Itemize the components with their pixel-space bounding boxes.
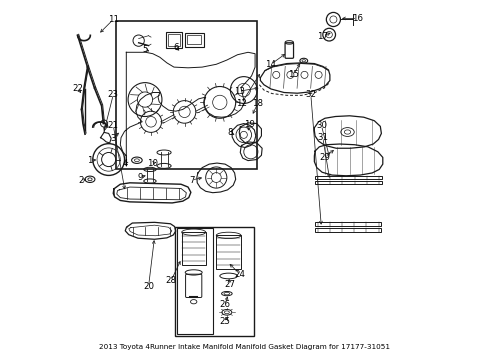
Text: 4: 4 xyxy=(122,158,128,167)
Text: 24: 24 xyxy=(234,270,245,279)
Text: 16: 16 xyxy=(351,14,362,23)
Text: 2013 Toyota 4Runner Intake Manifold Manifold Gasket Diagram for 17177-31051: 2013 Toyota 4Runner Intake Manifold Mani… xyxy=(99,343,389,350)
Text: 3: 3 xyxy=(110,134,116,143)
Text: 15: 15 xyxy=(287,70,298,79)
Text: 23: 23 xyxy=(107,90,119,99)
Text: 22: 22 xyxy=(72,85,83,94)
Text: 26: 26 xyxy=(219,300,230,309)
Text: 31: 31 xyxy=(317,133,327,142)
Text: 7: 7 xyxy=(188,176,194,185)
Text: 27: 27 xyxy=(224,280,235,289)
Text: 1: 1 xyxy=(87,156,93,165)
Text: 29: 29 xyxy=(319,153,330,162)
Text: 32: 32 xyxy=(305,90,316,99)
Text: 25: 25 xyxy=(219,317,230,326)
Text: 8: 8 xyxy=(226,128,232,137)
Text: 12: 12 xyxy=(236,99,246,108)
Text: 6: 6 xyxy=(173,43,178,52)
Text: 13: 13 xyxy=(234,87,244,96)
Text: 19: 19 xyxy=(244,120,255,129)
Text: 9: 9 xyxy=(138,173,143,182)
Text: 10: 10 xyxy=(147,158,158,167)
Text: 14: 14 xyxy=(265,60,276,69)
Text: 18: 18 xyxy=(252,99,263,108)
Text: 5: 5 xyxy=(142,45,147,54)
Text: 2: 2 xyxy=(79,176,84,185)
Text: 20: 20 xyxy=(143,282,154,291)
Text: 11: 11 xyxy=(107,15,119,24)
Text: 28: 28 xyxy=(165,276,176,285)
Text: 30: 30 xyxy=(315,121,326,130)
Text: 21: 21 xyxy=(107,121,119,130)
Text: 17: 17 xyxy=(317,32,327,41)
